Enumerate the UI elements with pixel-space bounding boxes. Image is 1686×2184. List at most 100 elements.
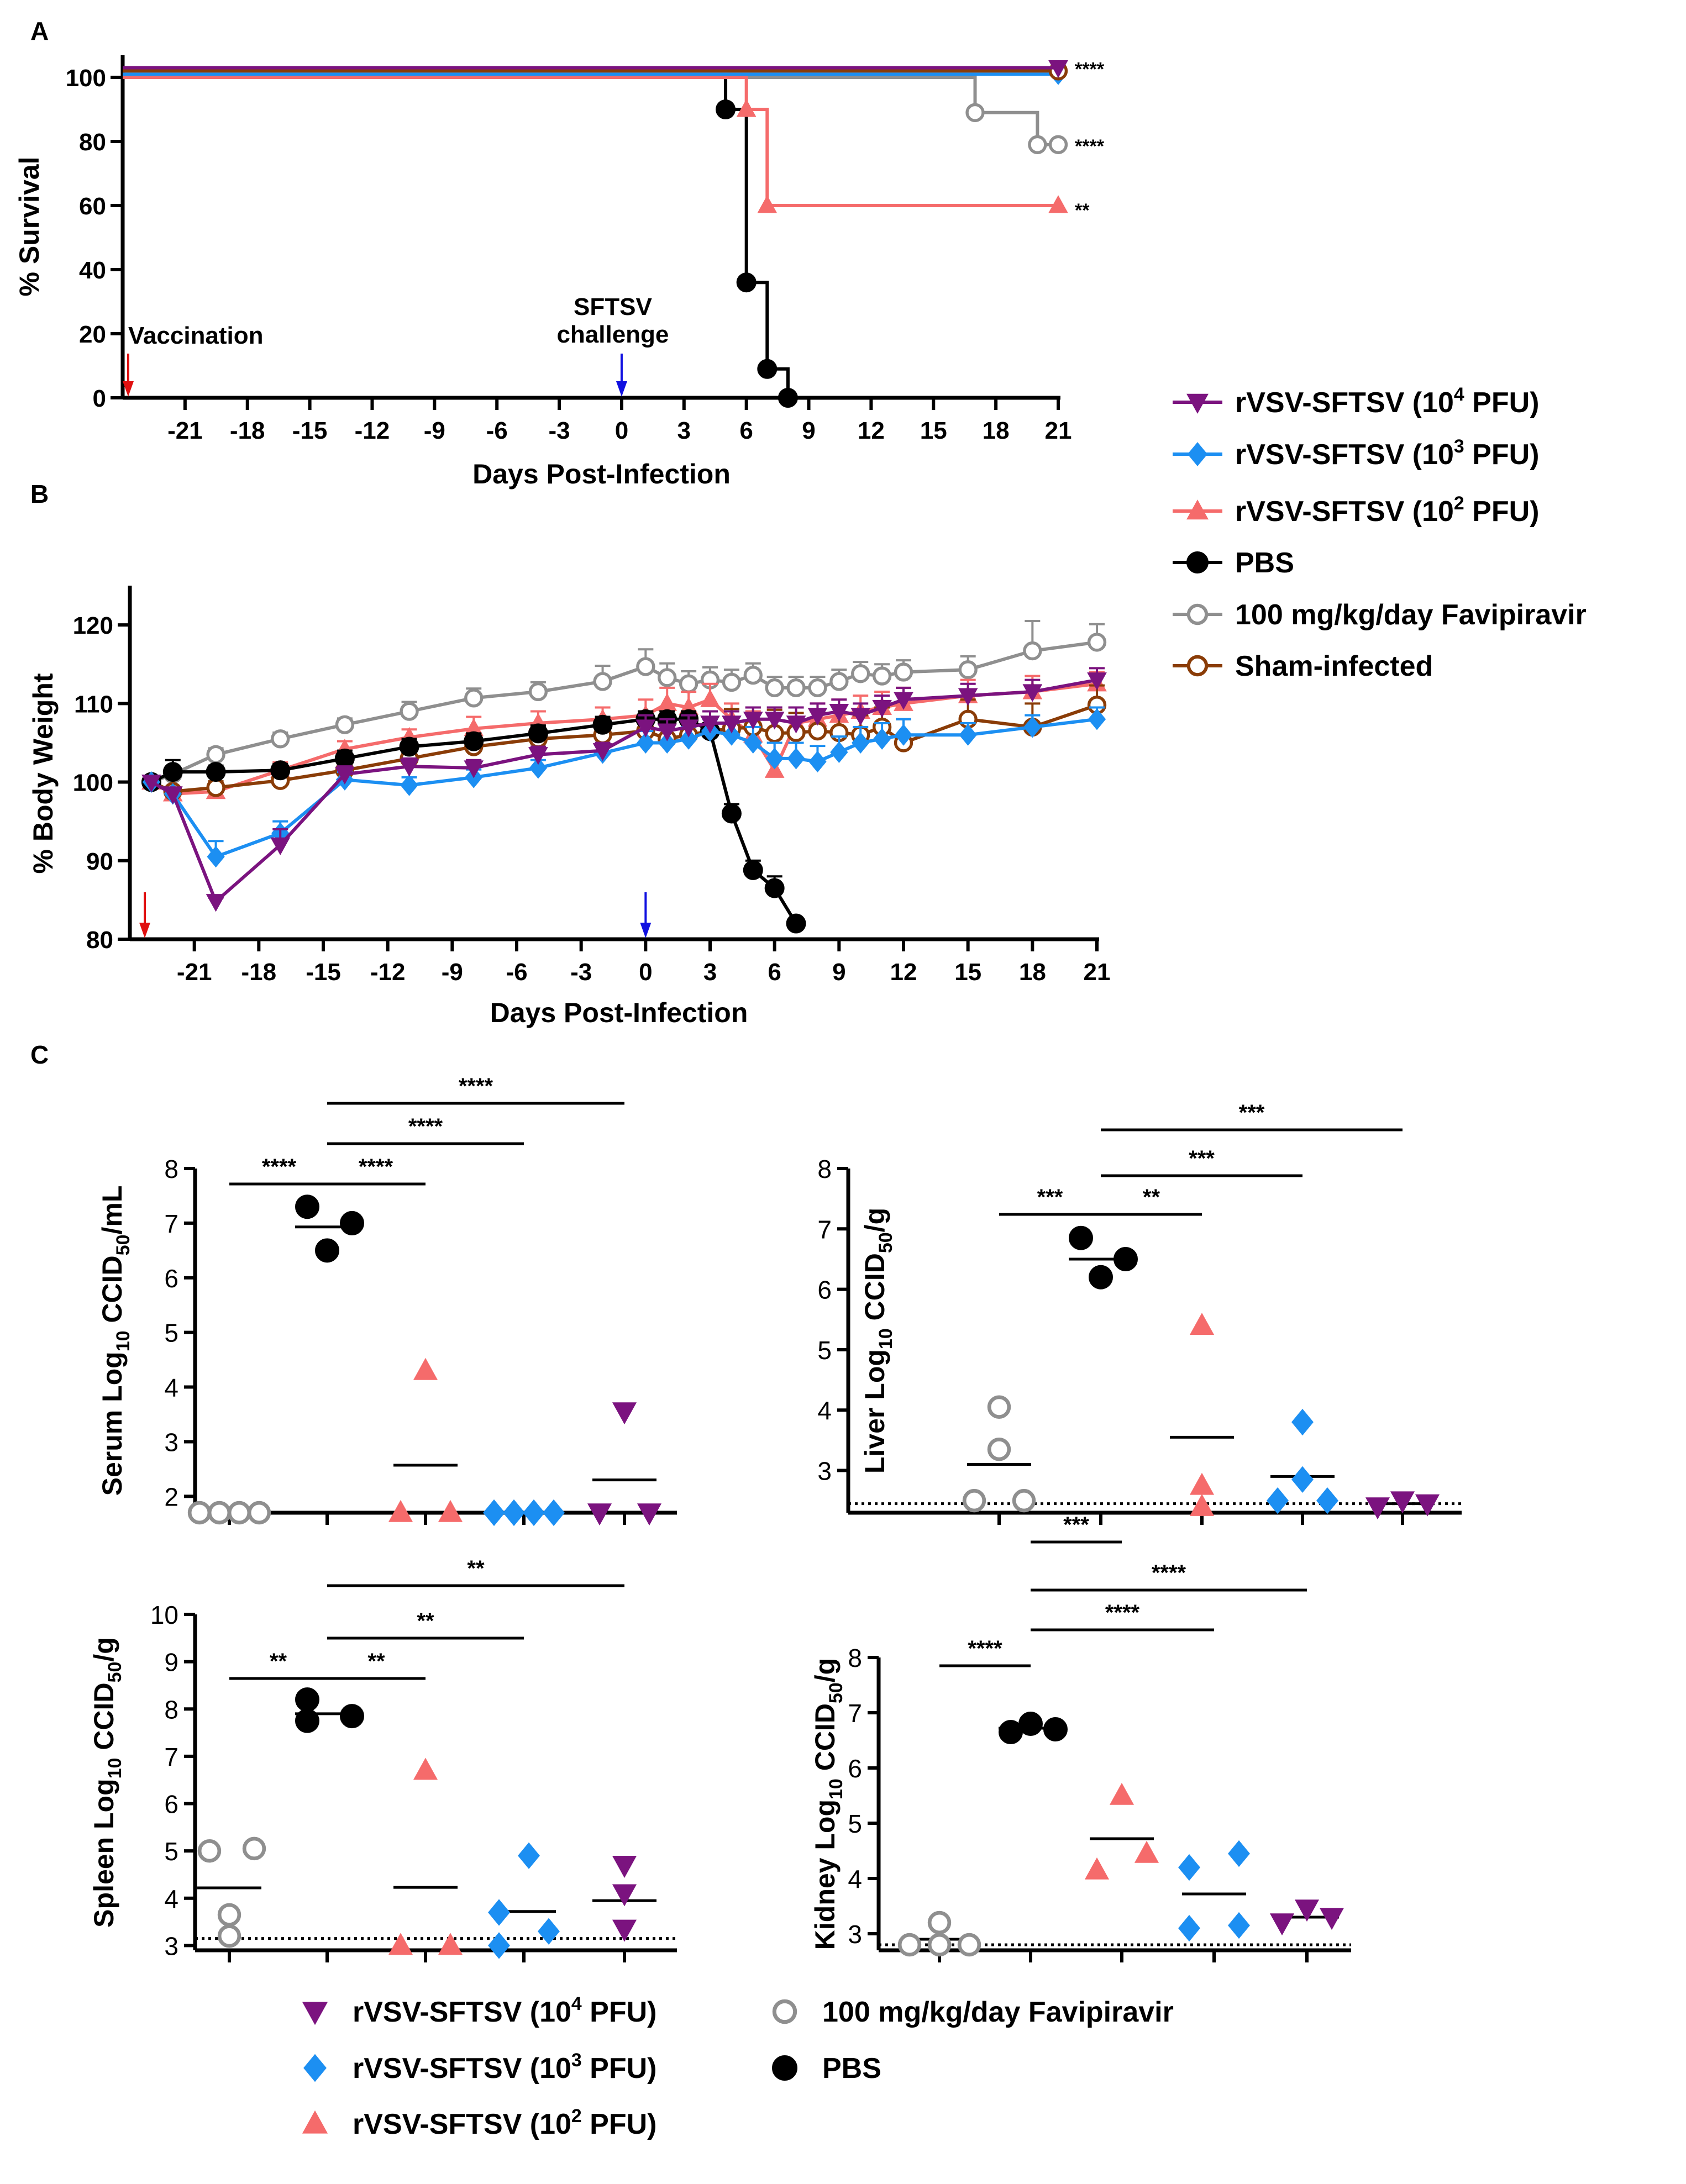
weight-point-pbs <box>270 760 291 781</box>
x-tick-label: -15 <box>292 417 328 444</box>
y-tick-label: 6 <box>164 1790 178 1819</box>
data-point-v2 <box>413 1757 438 1780</box>
data-point-pbs <box>295 1708 319 1733</box>
weight-point-v4 <box>270 837 291 856</box>
data-point-fav <box>227 1501 251 1525</box>
weight-point-v3 <box>959 724 977 746</box>
weight-point-v3 <box>787 748 805 770</box>
weight-point-fav <box>400 702 419 721</box>
data-point-pbs <box>1018 1712 1043 1736</box>
data-point-v4 <box>612 1402 637 1425</box>
challenge-arrow-head <box>640 923 652 938</box>
x-tick-label: 12 <box>890 959 917 986</box>
x-tick-label: 0 <box>639 959 652 986</box>
significance-label: **** <box>459 1074 493 1098</box>
data-point-pbs <box>1043 1717 1068 1741</box>
weight-point-v3 <box>744 731 762 754</box>
y-axis-label: % Body Weight <box>28 673 59 873</box>
significance-label: **** <box>408 1114 443 1139</box>
weight-point-v4 <box>657 723 677 741</box>
y-tick-label: 10 <box>150 1601 178 1629</box>
weight-point-fav <box>894 662 913 682</box>
data-point-pbs <box>295 1687 319 1712</box>
x-tick-label: -9 <box>424 417 445 444</box>
x-tick-label: 12 <box>858 417 885 444</box>
weight-point-pbs <box>743 860 763 880</box>
significance-label: **** <box>1152 1561 1186 1585</box>
weight-point-v2 <box>464 718 484 736</box>
data-point-v4 <box>587 1503 612 1526</box>
data-point-v2 <box>388 1933 413 1955</box>
weight-point-fav <box>1023 641 1042 661</box>
survival-line-fav <box>123 76 1058 146</box>
data-point-fav <box>187 1501 212 1525</box>
survival-point-v2 <box>757 195 778 213</box>
y-tick-label: 80 <box>86 927 113 954</box>
weight-point-v2 <box>657 693 677 711</box>
titer-panel-C-serum: 2 3 4 5 6 7 8 Serum Log10 CCID50/mL **** **** ****… <box>97 1074 677 1527</box>
legend-marker-pbs <box>1186 551 1209 573</box>
y-tick-label: 3 <box>164 1428 178 1456</box>
weight-point-fav <box>829 672 849 691</box>
weight-point-fav <box>808 678 827 698</box>
weight-point-v4 <box>528 747 548 765</box>
y-tick-label: 5 <box>848 1809 862 1838</box>
data-point-v3 <box>1291 1466 1314 1493</box>
weight-point-v4 <box>635 719 656 738</box>
significance-label: *** <box>1239 1101 1265 1125</box>
titer-panel-C-spleen: 3 4 5 6 7 8 9 10 Spleen Log10 CCID50/g ** ** ** ** <box>88 1556 677 1962</box>
legend-label-v4: rVSV-SFTSV (104 PFU) <box>1235 384 1539 419</box>
data-point-fav <box>1012 1488 1036 1513</box>
x-tick-label: -12 <box>355 417 390 444</box>
y-tick-label: 40 <box>79 257 106 284</box>
y-tick-label: 4 <box>848 1865 862 1893</box>
data-point-v2 <box>388 1499 413 1522</box>
y-tick-label: 7 <box>848 1699 862 1728</box>
data-point-v2 <box>438 1499 463 1522</box>
data-point-v3 <box>1291 1408 1314 1436</box>
data-point-v3 <box>518 1842 540 1869</box>
x-axis-label: Days Post-Infection <box>490 997 748 1028</box>
y-tick-label: 6 <box>848 1754 862 1783</box>
weight-point-fav <box>271 729 290 749</box>
weight-point-pbs <box>206 762 226 782</box>
panel-label-b: B <box>30 480 49 508</box>
data-point-pbs <box>295 1194 319 1219</box>
legend-label-v3: rVSV-SFTSV (103 PFU) <box>1235 436 1539 471</box>
weight-point-fav <box>658 668 677 687</box>
x-tick-label: 3 <box>677 417 691 444</box>
data-point-pbs <box>1114 1246 1138 1271</box>
data-point-pbs <box>340 1704 364 1729</box>
x-tick-label: -15 <box>306 959 341 986</box>
legend-marker-fav <box>1186 603 1209 625</box>
survival-point-v2 <box>1048 195 1068 213</box>
data-point-v3 <box>523 1499 545 1527</box>
x-tick-label: -3 <box>549 417 570 444</box>
data-point-v3 <box>488 1899 510 1926</box>
y-axis-label: Liver Log10 CCID50/g <box>859 1208 896 1473</box>
weight-point-v4 <box>958 688 978 706</box>
weight-point-v3 <box>722 724 741 746</box>
y-tick-label: 7 <box>164 1743 178 1771</box>
y-tick-label: 20 <box>79 321 106 348</box>
y-tick-label: 80 <box>79 129 106 156</box>
y-tick-label: 5 <box>817 1336 832 1365</box>
data-point-v3 <box>503 1499 525 1527</box>
data-point-v3 <box>1178 1914 1200 1942</box>
significance-label: *** <box>1037 1185 1063 1209</box>
bottom-legend-marker-v3 <box>303 2054 327 2082</box>
vaccination-annotation: Vaccination <box>128 322 264 349</box>
weight-point-v3 <box>400 774 418 796</box>
weight-point-v3 <box>808 751 827 773</box>
weight-point-v4 <box>162 786 183 804</box>
weight-point-pbs <box>528 723 548 744</box>
weight-line-v4 <box>150 678 1097 904</box>
weight-point-v4 <box>464 760 484 778</box>
weight-point-fav <box>722 672 742 692</box>
bottom-legend-marker-v2 <box>302 2110 328 2134</box>
x-tick-label: 18 <box>983 417 1010 444</box>
weight-point-fav <box>593 672 612 691</box>
data-point-pbs <box>1089 1265 1113 1290</box>
